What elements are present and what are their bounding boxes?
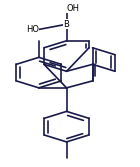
Text: OH: OH [66,4,80,13]
Text: B: B [64,20,69,29]
Text: HO: HO [26,25,39,34]
